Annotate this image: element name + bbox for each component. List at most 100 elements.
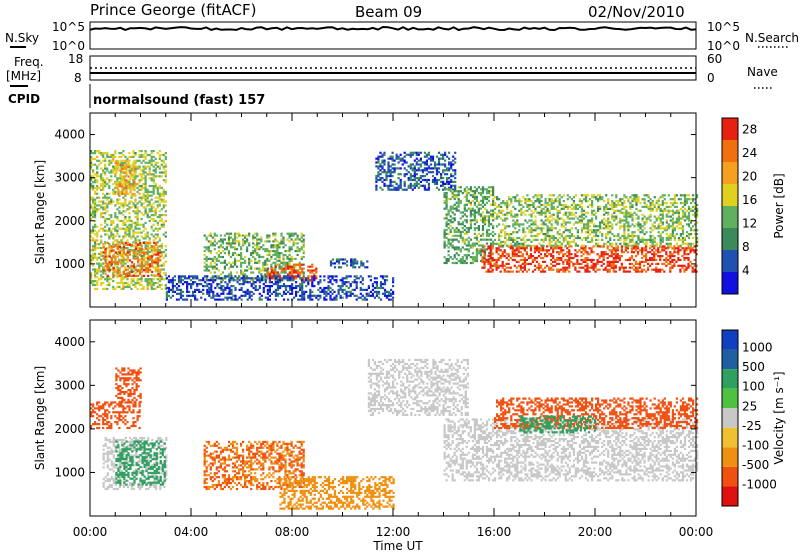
power-cell <box>112 235 115 238</box>
power-cell <box>112 165 115 168</box>
power-cell <box>252 255 255 259</box>
power-cell <box>252 283 255 286</box>
power-cell <box>511 247 514 250</box>
cpid-panel: CPID normalsound (fast) 157 <box>8 84 265 108</box>
power-cell <box>451 238 454 241</box>
power-cell <box>125 189 128 192</box>
power-cell <box>445 217 448 220</box>
power-cell <box>602 253 605 256</box>
power-cell <box>262 248 265 251</box>
power-cell <box>262 286 265 290</box>
power-cell <box>298 275 301 278</box>
power-cell <box>564 236 567 240</box>
power-cell <box>345 277 348 280</box>
power-cell <box>505 253 508 256</box>
power-cell <box>207 265 210 268</box>
power-cell <box>598 256 601 260</box>
power-cell <box>231 242 235 245</box>
power-cell <box>118 194 121 197</box>
power-cell <box>94 229 97 232</box>
power-cell <box>440 153 443 156</box>
power-cell <box>532 244 535 247</box>
power-cell <box>106 269 109 272</box>
power-cell <box>116 202 119 205</box>
power-cell <box>576 258 579 262</box>
power-cell <box>96 179 99 182</box>
power-cell <box>451 192 454 195</box>
power-cell <box>104 259 107 262</box>
power-cell <box>489 253 492 256</box>
power-cell <box>154 196 157 199</box>
power-cell <box>445 215 448 218</box>
power-cell <box>367 294 370 297</box>
power-cell <box>208 288 211 291</box>
power-cell <box>292 240 295 243</box>
power-cell <box>540 244 543 247</box>
power-cell <box>278 267 281 270</box>
power-cell <box>461 238 464 241</box>
power-cell <box>139 241 142 244</box>
power-cell <box>120 241 123 244</box>
power-cell <box>419 165 422 168</box>
power-cell <box>548 227 551 230</box>
power-cell <box>130 278 133 281</box>
power-cell <box>123 171 126 174</box>
power-cell <box>562 194 565 197</box>
power-cell <box>477 209 480 212</box>
power-cell <box>100 252 103 255</box>
power-cell <box>154 287 157 290</box>
power-cell <box>122 243 125 246</box>
power-cell <box>518 236 521 240</box>
power-cell <box>152 186 155 190</box>
power-cell <box>455 194 458 197</box>
power-cell <box>173 290 176 293</box>
power-cell <box>200 296 203 299</box>
power-cell <box>481 227 485 230</box>
power-cell <box>254 232 257 235</box>
power-cell <box>209 240 212 243</box>
power-cell <box>502 240 505 243</box>
power-cell <box>335 279 338 282</box>
power-cell <box>114 181 117 184</box>
nsky-tick-bottom: 10^0 <box>52 39 85 53</box>
power-cell <box>473 259 476 263</box>
power-cell <box>92 254 95 257</box>
power-cell <box>566 266 569 269</box>
power-cell <box>550 253 553 256</box>
power-cell <box>503 264 506 267</box>
power-cell <box>343 288 346 291</box>
power-cell <box>355 285 358 288</box>
power-cell <box>459 211 462 214</box>
power-cell <box>562 205 565 208</box>
power-cell <box>550 219 553 222</box>
power-cell <box>502 213 505 216</box>
power-cell <box>123 159 126 163</box>
power-cell <box>475 254 478 257</box>
power-cell <box>142 159 145 162</box>
power-cell <box>98 159 101 162</box>
power-cell <box>679 270 682 273</box>
power-cell <box>483 251 486 254</box>
power-cell <box>321 290 324 293</box>
power-cell <box>94 198 97 201</box>
power-cell <box>138 192 141 195</box>
power-cell <box>494 242 497 245</box>
power-cell <box>457 205 460 208</box>
power-cell <box>355 277 358 280</box>
power-cell <box>264 240 267 243</box>
power-cell <box>156 247 159 250</box>
power-cell <box>160 159 163 162</box>
power-cell <box>232 294 235 297</box>
power-cell <box>264 277 267 280</box>
power-cell <box>162 256 165 259</box>
power-cell <box>447 258 450 261</box>
power-cell <box>377 161 380 164</box>
power-cell <box>274 279 277 282</box>
power-cell <box>219 234 222 237</box>
power-cell <box>407 165 410 168</box>
power-cell <box>518 223 521 226</box>
power-cell <box>112 243 115 246</box>
power-cell <box>391 171 394 174</box>
power-cell <box>149 269 152 272</box>
power-cell <box>258 279 261 282</box>
